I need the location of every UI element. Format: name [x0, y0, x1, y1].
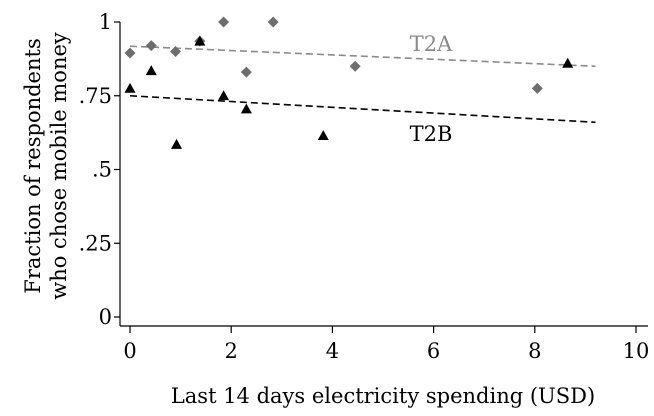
y-axis-label-line: Fraction of respondents: [21, 38, 45, 293]
y-tick-label: 0: [99, 305, 112, 329]
x-tick-label: 0: [123, 339, 136, 363]
y-tick-label: .25: [79, 231, 112, 255]
triangle-point-t2b: [218, 90, 230, 101]
triangle-point-t2b: [194, 35, 206, 46]
trend-line-t2b: [129, 94, 596, 124]
series-label-t2a: T2A: [410, 32, 453, 56]
series-labels: T2A T2B: [410, 32, 454, 146]
triangle-point-t2b: [562, 57, 574, 68]
diamond-point-t2a: [145, 40, 157, 52]
y-tick-label: .75: [79, 84, 112, 108]
diamond-point-t2a: [218, 16, 230, 28]
triangle-point-t2b: [240, 103, 252, 114]
series-label-t2b: T2B: [410, 122, 453, 146]
trend-lines: [129, 45, 596, 124]
triangle-point-t2b: [317, 130, 329, 140]
triangle-point-t2b: [171, 138, 183, 149]
y-tick-label: .5: [92, 158, 112, 182]
x-axis-label: Last 14 days electricity spending (USD): [171, 384, 595, 408]
trend-line-t2a: [129, 45, 596, 68]
y-axis-label: Fraction of respondents who chose mobile …: [21, 32, 71, 300]
y-tick-label: 1: [99, 10, 112, 34]
x-tick-label: 6: [427, 339, 440, 363]
data-points: [124, 16, 574, 149]
x-tick-label: 8: [528, 339, 541, 363]
x-tick-label: 10: [623, 339, 650, 363]
y-axis-label-line: who chose mobile money: [47, 32, 71, 300]
x-tick-label: 4: [326, 339, 339, 363]
diamond-point-t2a: [349, 60, 361, 72]
diamond-point-t2a: [170, 46, 182, 57]
x-tick-label: 2: [225, 339, 238, 363]
diamond-point-t2a: [267, 16, 279, 28]
diamond-point-t2a: [240, 66, 252, 78]
diamond-point-t2a: [531, 82, 543, 94]
triangle-point-t2b: [124, 82, 136, 93]
diamond-point-t2a: [124, 47, 136, 59]
triangle-point-t2b: [145, 65, 157, 76]
